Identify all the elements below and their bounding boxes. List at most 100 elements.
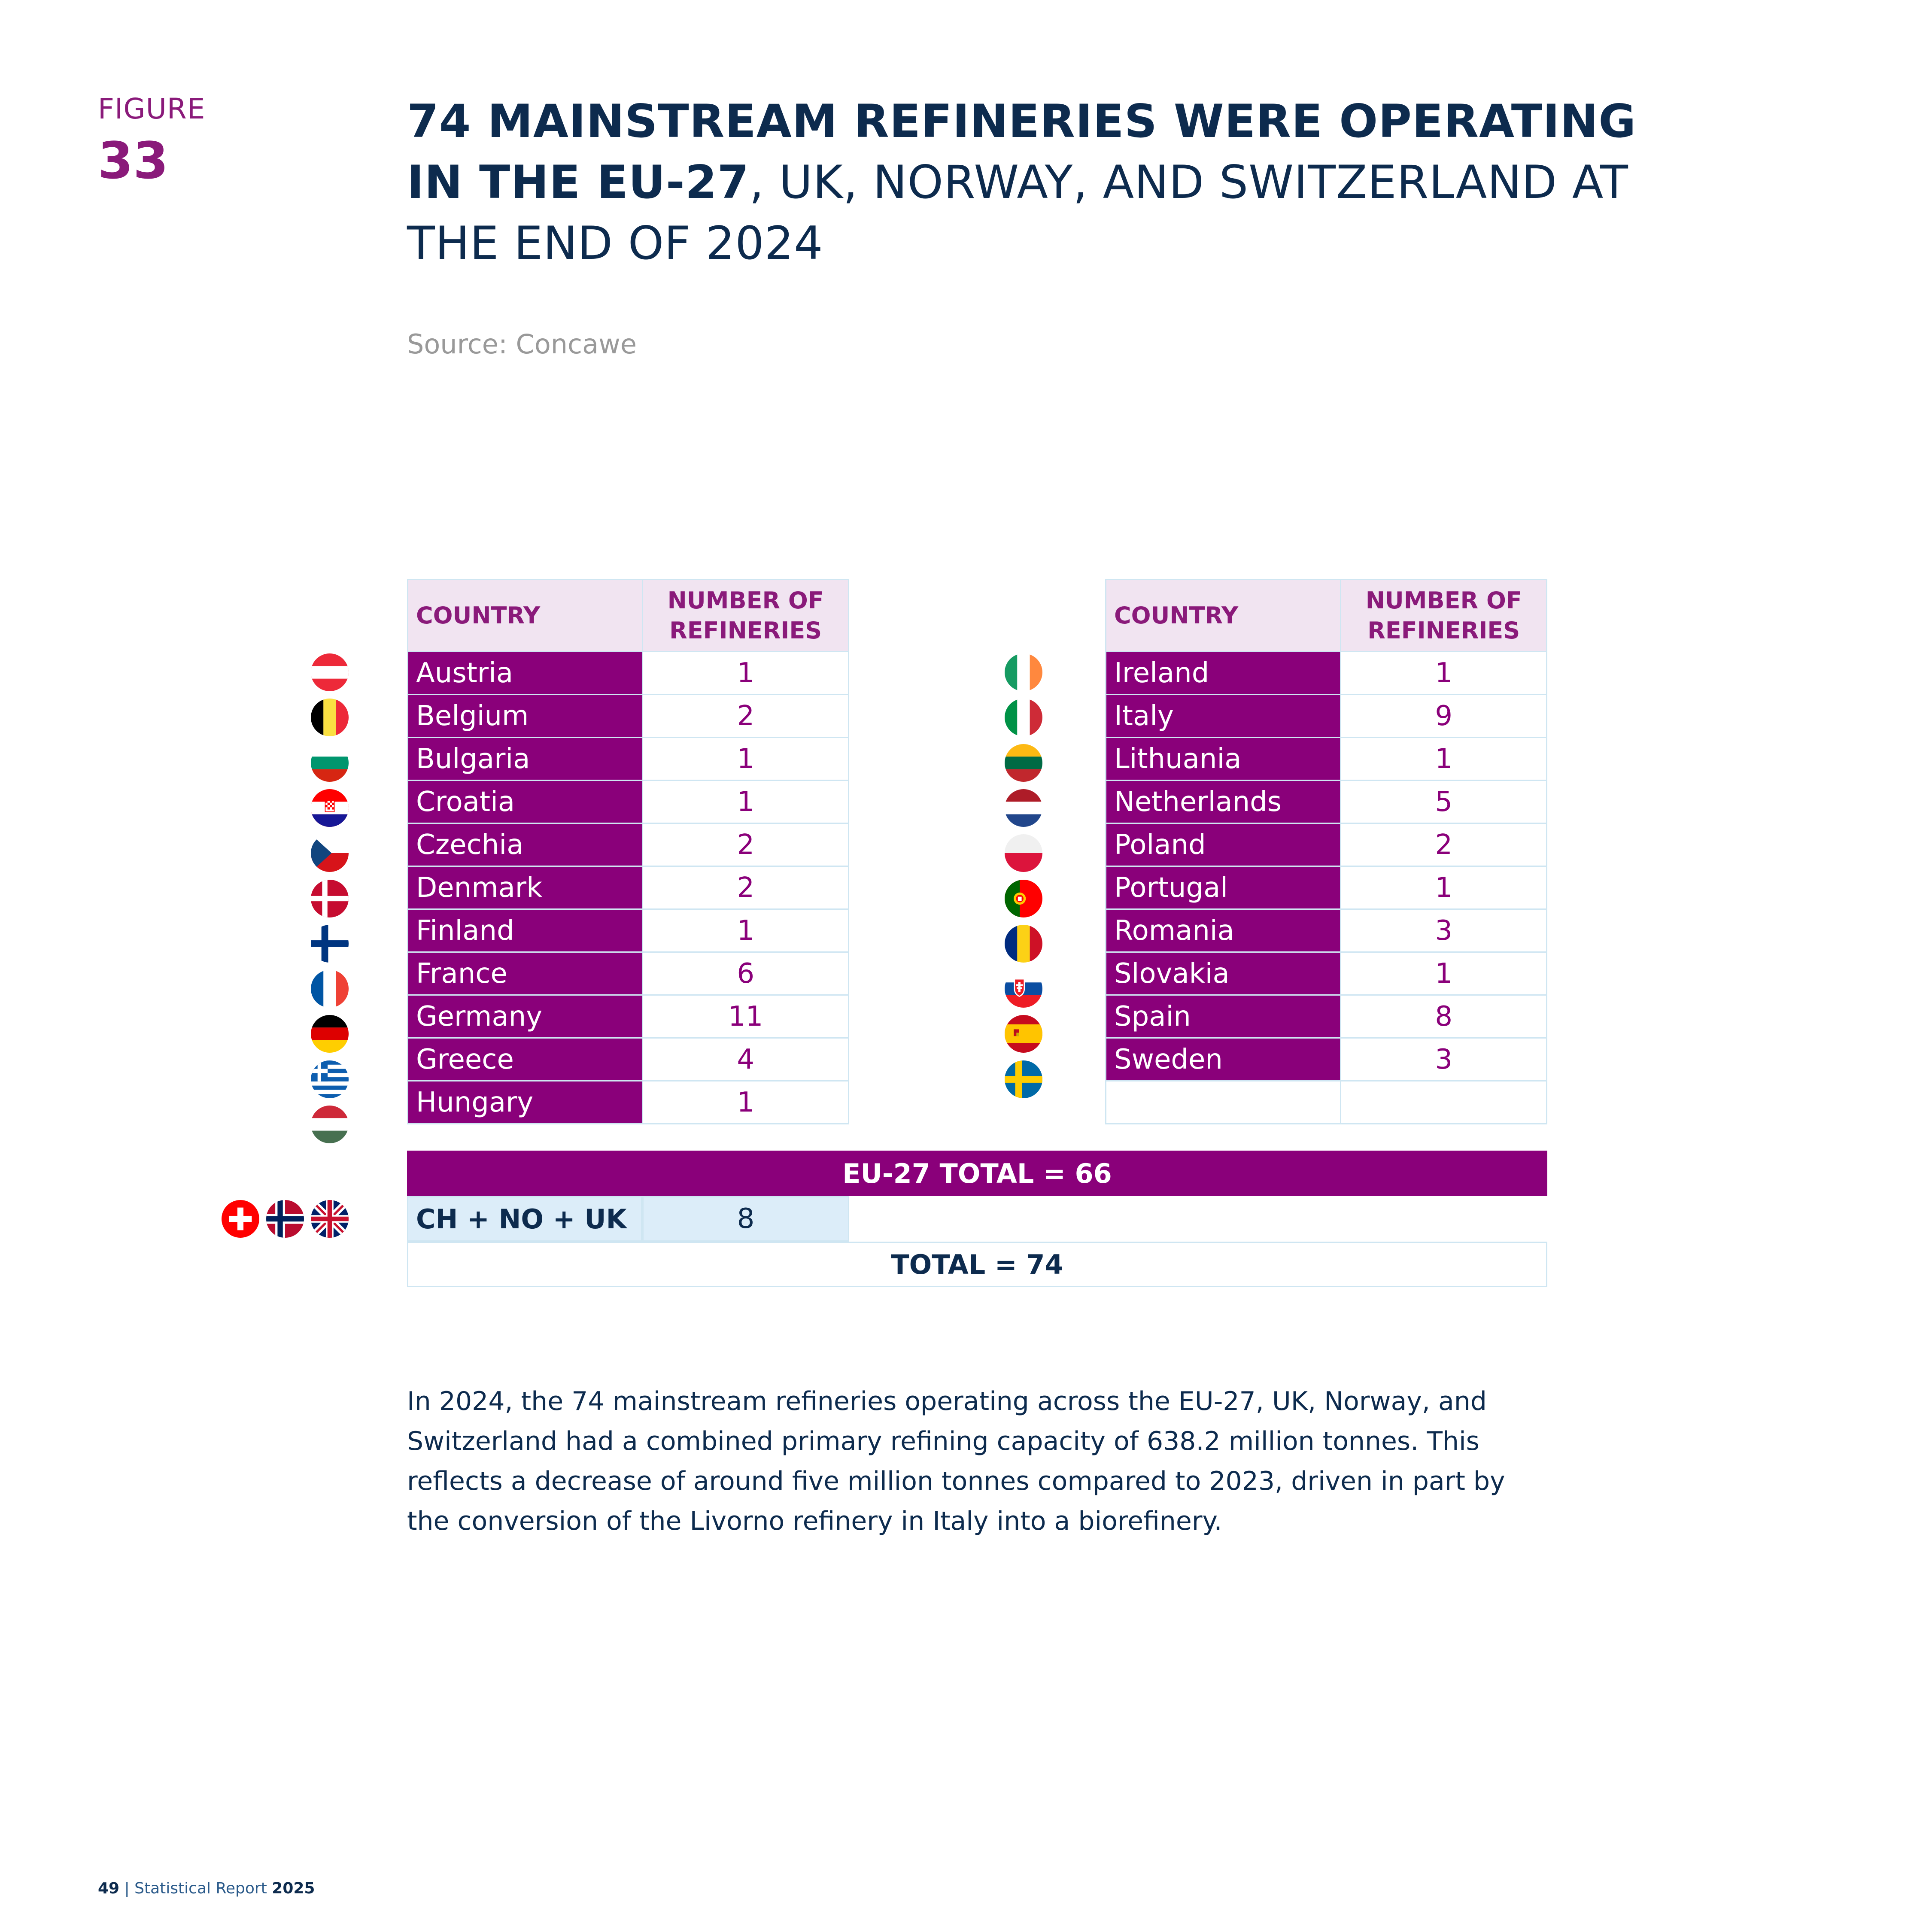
table-row: Sweden 3 <box>1105 1037 1547 1081</box>
title-bold: 74 MAINSTREAM REFINERIES WERE OPERATING … <box>407 95 1637 209</box>
refinery-count-cell: 8 <box>1340 994 1547 1039</box>
bulgaria-flag-icon <box>311 744 349 782</box>
country-cell: Croatia <box>407 780 644 824</box>
refinery-count-cell: 1 <box>642 737 849 781</box>
other-countries-label: CH + NO + UK <box>407 1196 642 1242</box>
hungary-flag-icon <box>311 1106 349 1143</box>
country-cell: Slovakia <box>1105 951 1342 996</box>
footer-separator: | <box>124 1880 130 1897</box>
refinery-count-cell: 1 <box>642 1080 849 1124</box>
refinery-count-cell: 2 <box>642 866 849 910</box>
title-regular: , UK, NORWAY, AND SWITZERLAND AT THE END… <box>407 156 1628 270</box>
country-cell: Hungary <box>407 1080 644 1124</box>
france-flag-icon <box>311 970 349 1008</box>
denmark-flag-icon <box>311 880 349 917</box>
refinery-count-cell: 2 <box>642 823 849 867</box>
switzerland-flag-icon <box>222 1200 259 1238</box>
figure-label: FIGURE <box>98 92 206 125</box>
empty-cell <box>1105 1080 1342 1124</box>
country-cell: Ireland <box>1105 651 1342 695</box>
figure-number: 33 <box>98 131 169 190</box>
refinery-count-cell: 1 <box>642 780 849 824</box>
table-header-row: COUNTRY NUMBER OF REFINERIES <box>1105 579 1547 652</box>
page-number: 49 <box>98 1880 120 1897</box>
table-header-row: COUNTRY NUMBER OF REFINERIES <box>407 579 849 652</box>
refinery-count-cell: 6 <box>642 951 849 996</box>
norway-flag-icon <box>266 1200 304 1238</box>
other-countries-count: 8 <box>642 1196 849 1242</box>
table-row: Spain 8 <box>1105 994 1547 1039</box>
refinery-count-cell: 3 <box>1340 908 1547 953</box>
country-cell: Romania <box>1105 908 1342 953</box>
country-cell: Austria <box>407 651 644 695</box>
germany-flag-icon <box>311 1015 349 1053</box>
refinery-count-cell: 2 <box>1340 823 1547 867</box>
country-cell: France <box>407 951 644 996</box>
table-row: Poland 2 <box>1105 823 1547 867</box>
croatia-flag-icon <box>311 789 349 827</box>
refinery-count-cell: 1 <box>1340 951 1547 996</box>
refinery-count-cell: 1 <box>1340 651 1547 695</box>
country-cell: Czechia <box>407 823 644 867</box>
report-year: 2025 <box>272 1880 315 1897</box>
table-row: Hungary 1 <box>407 1080 849 1124</box>
header-number: NUMBER OF REFINERIES <box>642 579 849 652</box>
empty-cell <box>1340 1080 1547 1124</box>
refinery-count-cell: 11 <box>642 994 849 1039</box>
table-row: Portugal 1 <box>1105 866 1547 910</box>
table-row: Greece 4 <box>407 1037 849 1081</box>
ireland-flag-icon <box>1005 653 1042 691</box>
refinery-count-cell: 1 <box>1340 866 1547 910</box>
page-title: 74 MAINSTREAM REFINERIES WERE OPERATING … <box>407 91 1704 274</box>
page-footer: 49 | Statistical Report 2025 <box>98 1880 315 1897</box>
country-cell: Portugal <box>1105 866 1342 910</box>
source-note: Source: Concawe <box>407 328 637 360</box>
table-row: Bulgaria 1 <box>407 737 849 781</box>
country-cell: Finland <box>407 908 644 953</box>
sweden-flag-icon <box>1005 1060 1042 1098</box>
country-cell: Spain <box>1105 994 1342 1039</box>
table-row: Czechia 2 <box>407 823 849 867</box>
country-cell: Germany <box>407 994 644 1039</box>
eu-total-bar: EU-27 TOTAL = 66 <box>407 1151 1547 1196</box>
body-paragraph: In 2024, the 74 mainstream refineries op… <box>407 1386 1505 1536</box>
table-row: Romania 3 <box>1105 908 1547 953</box>
left-refineries-table: COUNTRY NUMBER OF REFINERIES Austria 1 Bel… <box>407 579 849 1124</box>
refinery-count-cell: 1 <box>642 651 849 695</box>
portugal-flag-icon <box>1005 880 1042 917</box>
country-cell: Lithuania <box>1105 737 1342 781</box>
table-row: Denmark 2 <box>407 866 849 910</box>
poland-flag-icon <box>1005 834 1042 872</box>
refinery-count-cell: 9 <box>1340 694 1547 738</box>
table-row: Austria 1 <box>407 651 849 695</box>
table-row: Germany 11 <box>407 994 849 1039</box>
country-cell: Italy <box>1105 694 1342 738</box>
country-cell: Sweden <box>1105 1037 1342 1081</box>
report-name: Statistical Report <box>134 1880 267 1897</box>
refinery-count-cell: 1 <box>1340 737 1547 781</box>
refinery-count-cell: 5 <box>1340 780 1547 824</box>
header-country: COUNTRY <box>407 579 644 652</box>
country-cell: Belgium <box>407 694 644 738</box>
country-cell: Netherlands <box>1105 780 1342 824</box>
finland-flag-icon <box>311 925 349 963</box>
table-row: Netherlands 5 <box>1105 780 1547 824</box>
header-country: COUNTRY <box>1105 579 1342 652</box>
lithuania-flag-icon <box>1005 744 1042 782</box>
table-row: Belgium 2 <box>407 694 849 738</box>
table-row: Ireland 1 <box>1105 651 1547 695</box>
uk-flag-icon <box>311 1200 349 1238</box>
refinery-count-cell: 1 <box>642 908 849 953</box>
country-cell: Poland <box>1105 823 1342 867</box>
country-cell: Bulgaria <box>407 737 644 781</box>
right-refineries-table: COUNTRY NUMBER OF REFINERIES Ireland 1 Ita… <box>1105 579 1547 1124</box>
table-row: Slovakia 1 <box>1105 951 1547 996</box>
table-row <box>1105 1080 1547 1124</box>
greece-flag-icon <box>311 1060 349 1098</box>
table-row: France 6 <box>407 951 849 996</box>
refinery-count-cell: 2 <box>642 694 849 738</box>
refinery-count-cell: 4 <box>642 1037 849 1081</box>
table-row: Lithuania 1 <box>1105 737 1547 781</box>
refinery-count-cell: 3 <box>1340 1037 1547 1081</box>
belgium-flag-icon <box>311 699 349 736</box>
